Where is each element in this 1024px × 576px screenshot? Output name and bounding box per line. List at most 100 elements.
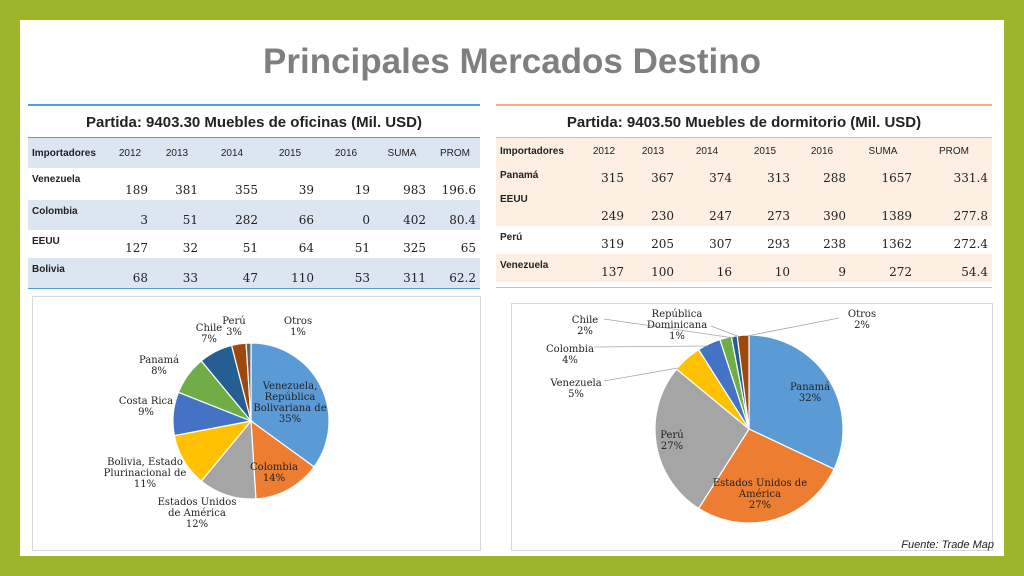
table-cell: 53 xyxy=(354,271,370,285)
leader-line xyxy=(710,325,741,338)
table-cell: 325 xyxy=(403,241,426,255)
pie-slice xyxy=(654,368,750,510)
table-cell: 355 xyxy=(235,183,258,197)
table-row: Venezuela 189 381 355 39 19 983 196.6 xyxy=(28,168,480,200)
slice-label: Colombia 4% xyxy=(546,344,594,366)
column-header: Importadores xyxy=(32,147,96,159)
slice-label: Perú 3% xyxy=(222,316,246,338)
table-cell: 307 xyxy=(709,237,732,251)
table-cell: 51 xyxy=(242,241,258,255)
slice-label: Otros 2% xyxy=(848,309,876,331)
table-cell: 288 xyxy=(823,171,846,185)
table-cell: 39 xyxy=(298,183,314,197)
table-cell: 230 xyxy=(651,209,674,223)
table-header-row: Importadores 2012 2013 2014 2015 2016 SUMA PROM xyxy=(28,138,480,168)
column-header: Importadores xyxy=(500,145,564,157)
table-cell: 189 xyxy=(125,183,148,197)
table-cell: 272.4 xyxy=(953,237,988,251)
table-row: Colombia 3 51 282 66 0 402 80.4 xyxy=(28,200,480,230)
table-cell: 127 xyxy=(125,241,148,255)
slice-label: Venezuela 5% xyxy=(549,378,601,400)
table-row: EEUU 127 32 51 64 51 325 65 xyxy=(28,230,480,258)
table-row: Venezuela 137 100 16 10 9 272 54.4 xyxy=(496,254,992,282)
table-cell: 51 xyxy=(182,213,198,227)
table-cell: 238 xyxy=(823,237,846,251)
row-label: EEUU xyxy=(500,194,528,205)
leader-line xyxy=(593,345,709,348)
source-note: Fuente: Trade Map xyxy=(901,539,994,551)
column-header: SUMA xyxy=(387,147,417,159)
row-label: Perú xyxy=(500,232,523,243)
pie-slice xyxy=(250,342,330,468)
table-row: Panamá 315 367 374 313 288 1657 331.4 xyxy=(496,164,992,188)
table-cell: 277.8 xyxy=(953,209,988,223)
table-cell: 311 xyxy=(403,271,426,285)
slice-label: Costa Rica 9% xyxy=(119,396,173,418)
column-header: 2014 xyxy=(695,145,719,157)
table-cell: 293 xyxy=(767,237,790,251)
table-cell: 205 xyxy=(651,237,674,251)
row-label: Colombia xyxy=(32,206,78,217)
leader-line xyxy=(603,318,735,339)
table-cell: 247 xyxy=(709,209,732,223)
right-pie-chart: Panamá 32% Estados Unidos de América 27% Perú… xyxy=(546,309,876,524)
column-header: 2014 xyxy=(220,147,244,159)
table-cell: 51 xyxy=(354,241,370,255)
right-table-bottom-rule xyxy=(496,287,992,288)
column-header: SUMA xyxy=(868,145,898,157)
table-cell: 374 xyxy=(709,171,732,185)
table-cell: 983 xyxy=(403,183,426,197)
table-row: Perú 319 205 307 293 238 1362 272.4 xyxy=(496,226,992,254)
right-table-title: Partida: 9403.50 Muebles de dormitorio (… xyxy=(566,114,922,131)
left-chart-frame: Venezuela, República Bolivariana de 35% Colo… xyxy=(32,296,481,551)
table-cell: 16 xyxy=(716,265,732,279)
table-cell: 319 xyxy=(601,237,624,251)
table-cell: 1657 xyxy=(881,171,912,185)
table-cell: 1389 xyxy=(881,209,912,223)
leader-line xyxy=(746,317,840,337)
table-cell: 402 xyxy=(403,213,426,227)
table-cell: 47 xyxy=(242,271,258,285)
row-label: Venezuela xyxy=(500,260,549,271)
table-cell: 381 xyxy=(175,183,198,197)
column-header: 2013 xyxy=(165,147,189,159)
table-cell: 272 xyxy=(889,265,912,279)
table-cell: 66 xyxy=(298,213,314,227)
table-cell: 196.6 xyxy=(441,183,476,197)
table-cell: 3 xyxy=(140,213,148,227)
table-cell: 62.2 xyxy=(449,271,476,285)
slice-label: Estados Unidos de América 12% xyxy=(158,497,237,530)
column-header: 2015 xyxy=(278,147,302,159)
pie-slice xyxy=(245,342,252,422)
slice-label: Colombia 14% xyxy=(250,462,298,484)
left-table-top-rule xyxy=(28,104,480,106)
leader-line xyxy=(603,367,679,382)
slice-label: Chile 2% xyxy=(572,315,598,337)
column-header: 2013 xyxy=(641,145,665,157)
column-header: PROM xyxy=(939,145,969,157)
column-header: 2012 xyxy=(118,147,142,159)
slice-label: Panamá 32% xyxy=(790,382,830,404)
table-cell: 54.4 xyxy=(961,265,988,279)
table-cell: 273 xyxy=(767,209,790,223)
slice-label: Bolivia, Estado Plurinacional de 11% xyxy=(104,457,187,490)
table-cell: 0 xyxy=(362,213,370,227)
table-cell: 137 xyxy=(601,265,624,279)
pie-slice xyxy=(697,428,835,524)
table-row: Bolivia 68 33 47 110 53 311 62.2 xyxy=(28,258,480,288)
table-cell: 68 xyxy=(132,271,148,285)
table-cell: 315 xyxy=(601,171,624,185)
pie-slice xyxy=(748,334,844,470)
right-data-table: Importadores 2012 2013 2014 2015 2016 SUMA PROM… xyxy=(496,138,992,282)
row-label: Venezuela xyxy=(32,174,81,185)
table-cell: 390 xyxy=(823,209,846,223)
table-header-row: Importadores 2012 2013 2014 2015 2016 SUMA PROM xyxy=(496,138,992,164)
left-table-header-rule xyxy=(28,137,480,138)
table-cell: 80.4 xyxy=(449,213,476,227)
right-table-header-rule xyxy=(496,137,992,138)
table-row: EEUU 249 230 247 273 390 1389 277.8 xyxy=(496,188,992,226)
column-header: 2016 xyxy=(810,145,834,157)
slice-label: Panamá 8% xyxy=(139,355,179,377)
slice-label: Chile 7% xyxy=(196,323,222,345)
column-header: 2012 xyxy=(592,145,616,157)
